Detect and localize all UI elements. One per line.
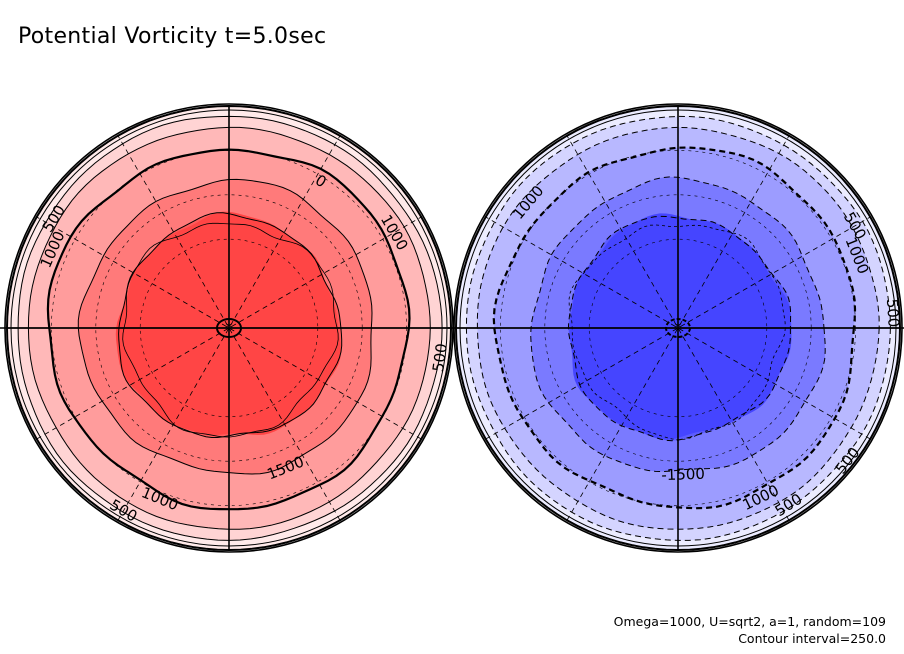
grid-meridian [117, 135, 341, 521]
parameters-note: Omega=1000, U=sqrt2, a=1, random=109 [613, 614, 886, 629]
grid-meridian [566, 135, 790, 521]
grid-meridian [566, 135, 790, 521]
chart-title: Potential Vorticity t=5.0sec [18, 24, 327, 49]
grid-meridian [36, 216, 422, 440]
grid-meridian [485, 216, 871, 440]
grid-meridian [36, 216, 422, 440]
boundary-ring-inner [459, 109, 897, 547]
grid-circle [139, 238, 319, 418]
contour-interval-note: Contour interval=250.0 [738, 631, 886, 646]
grid-meridian [117, 135, 341, 521]
contour-band-core [569, 213, 792, 440]
boundary-ring-inner [10, 109, 448, 547]
pole-marker: * [225, 319, 233, 337]
pole-marker: * [674, 319, 682, 337]
grid-circle [588, 238, 768, 418]
grid-meridian [485, 216, 871, 440]
grid-circle [51, 150, 407, 506]
boundary-ring [453, 103, 903, 553]
grid-circle [95, 194, 363, 462]
contour-label: -1500 [661, 465, 705, 485]
grid-circle [500, 150, 856, 506]
contour-label: 500 [429, 342, 451, 373]
grid-circle [544, 194, 812, 462]
contour-label: 500 [883, 298, 903, 328]
